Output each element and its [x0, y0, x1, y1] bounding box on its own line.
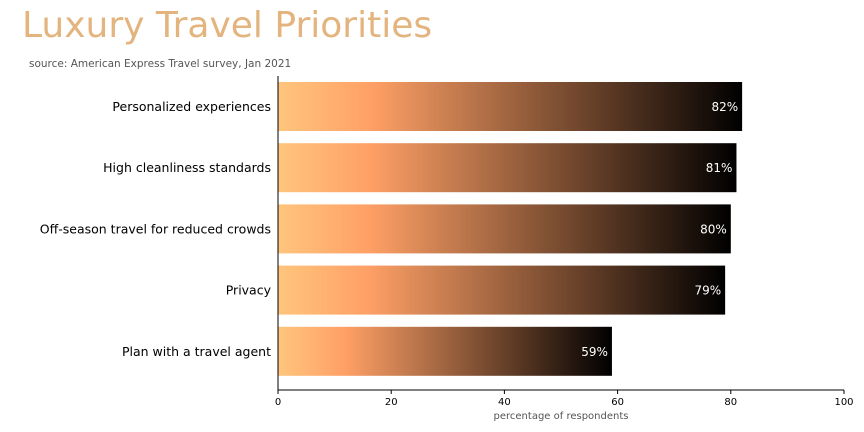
category-label-0: Personalized experiences	[112, 99, 271, 114]
value-label-1: 81%	[706, 161, 733, 175]
value-label-0: 82%	[711, 100, 738, 114]
bar-3	[278, 265, 726, 315]
value-label-2: 80%	[700, 222, 727, 236]
chart-title: Luxury Travel Priorities	[22, 5, 433, 46]
category-label-3: Privacy	[226, 283, 272, 298]
bar-4	[278, 326, 612, 376]
category-label-2: Off-season travel for reduced crowds	[40, 221, 271, 236]
category-label-4: Plan with a travel agent	[122, 344, 271, 359]
x-tick-label-1: 20	[385, 397, 398, 408]
chart-subtitle: source: American Express Travel survey, …	[29, 58, 292, 70]
bar-2	[278, 204, 731, 254]
x-axis: 0 20 40 60 80 100	[275, 76, 854, 408]
x-tick-label-4: 80	[724, 397, 737, 408]
x-axis-label: percentage of respondents	[494, 411, 629, 422]
x-tick-label-2: 40	[498, 397, 511, 408]
value-label-4: 59%	[581, 345, 608, 359]
bar-0	[278, 82, 743, 131]
bars-layer: Personalized experiences 82% High cleanlin…	[40, 82, 743, 376]
category-label-1: High cleanliness standards	[103, 160, 271, 175]
x-tick-label-5: 100	[834, 397, 853, 408]
x-tick-label-0: 0	[275, 397, 281, 408]
bar-1	[278, 143, 737, 193]
x-tick-label-3: 60	[611, 397, 624, 408]
value-label-3: 79%	[694, 284, 721, 298]
